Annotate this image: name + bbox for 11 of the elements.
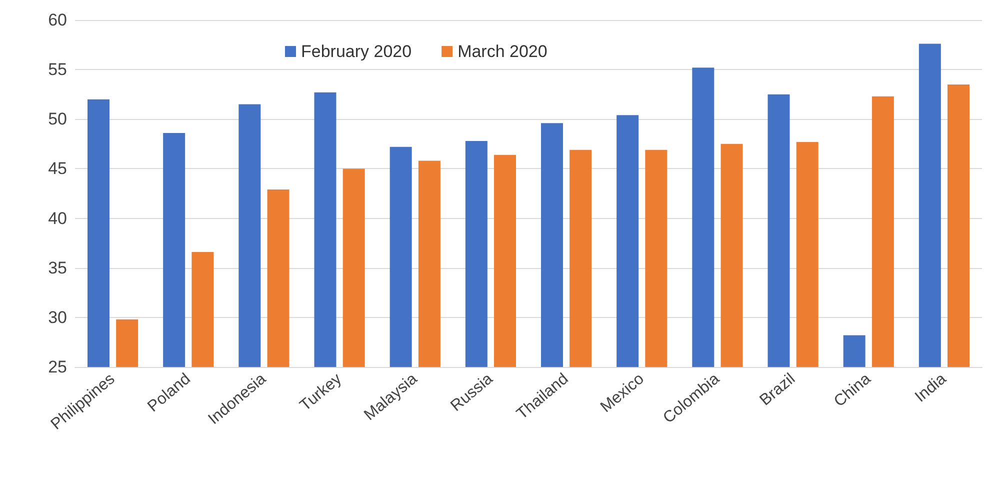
y-tick-label: 25 xyxy=(48,358,67,376)
y-tick-label: 40 xyxy=(48,208,67,228)
y-tick-label: 60 xyxy=(48,10,67,30)
y-tick-label: 55 xyxy=(48,60,67,80)
y-tick-label: 35 xyxy=(48,258,67,278)
legend-label: March 2020 xyxy=(458,42,548,61)
legend-label: February 2020 xyxy=(301,42,412,61)
x-tick-label: India xyxy=(912,370,950,406)
y-tick-label: 45 xyxy=(48,159,67,178)
y-tick-label: 30 xyxy=(48,308,67,327)
y-tick-label: 50 xyxy=(48,110,67,129)
